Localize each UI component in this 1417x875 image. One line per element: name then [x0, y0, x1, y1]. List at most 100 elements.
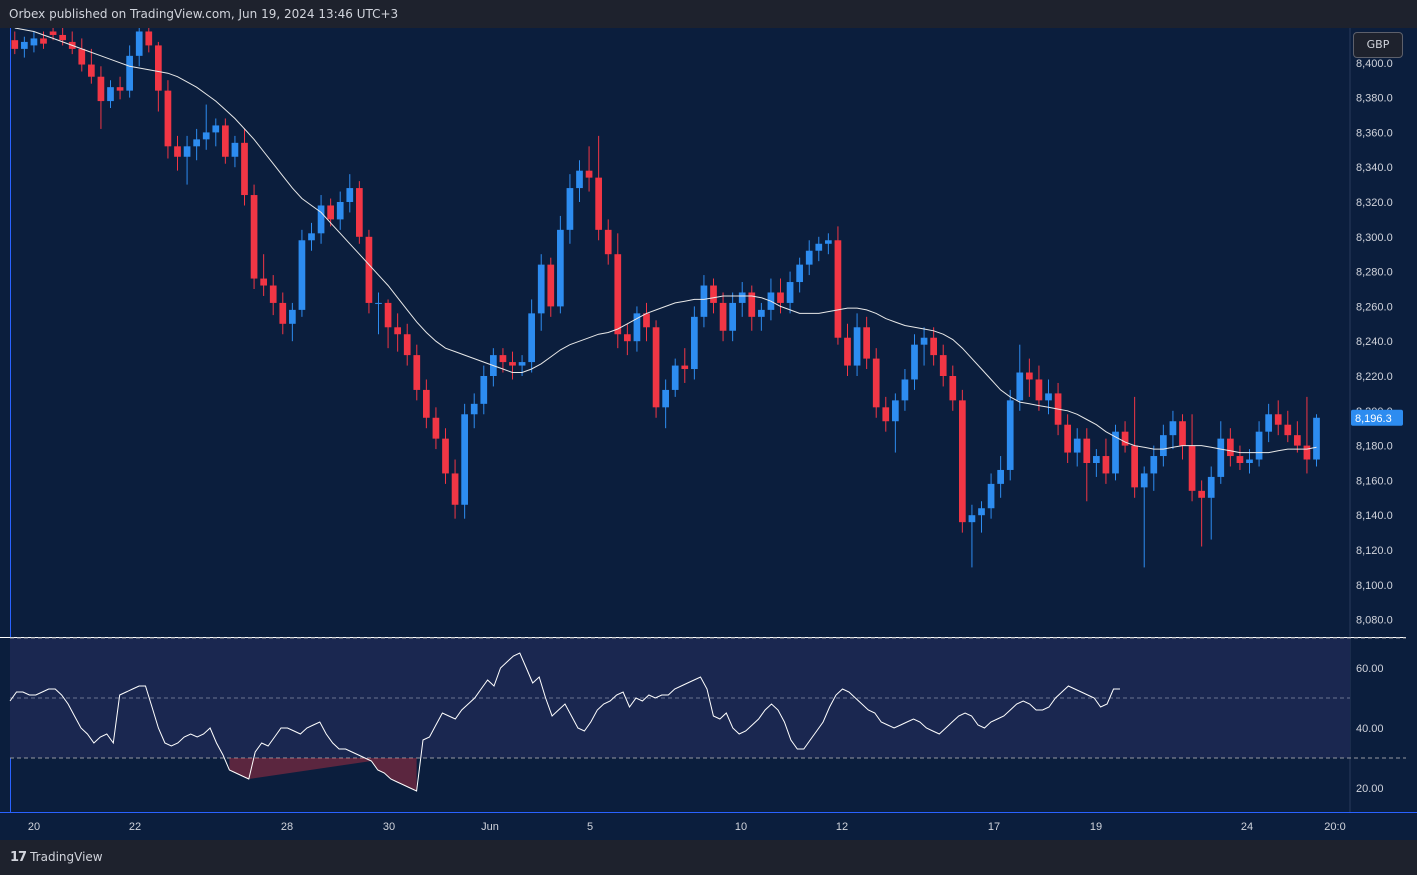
candle-up — [1313, 417, 1320, 460]
price-tick-label: 8,160.0 — [1356, 475, 1393, 487]
candle-down — [1083, 438, 1091, 463]
candle-down — [844, 337, 851, 366]
candle-up — [298, 240, 306, 310]
candle-up — [375, 302, 382, 304]
candles — [11, 28, 1320, 568]
candle-up — [135, 31, 143, 56]
time-tick-label: 22 — [129, 821, 141, 833]
candle-down — [222, 125, 229, 157]
candle-down — [1198, 490, 1205, 498]
candle-down — [652, 327, 660, 408]
candle-down — [423, 389, 430, 418]
candle-down — [643, 313, 650, 328]
candle-up — [537, 264, 545, 314]
candle-up — [289, 309, 296, 324]
candle-up — [1140, 473, 1148, 488]
publisher-text: Orbex published on TradingView.com, Jun … — [9, 7, 399, 21]
candle-up — [815, 243, 823, 251]
candle-up — [30, 38, 38, 46]
candle-down — [1131, 445, 1138, 488]
candle-down — [872, 358, 880, 408]
tradingview-logo[interactable]: 17 TradingView — [10, 850, 103, 865]
candle-up — [892, 400, 899, 422]
candle-down — [1188, 445, 1196, 491]
rsi-tick-label: 20.00 — [1356, 783, 1384, 795]
time-tick-label: 17 — [988, 821, 1000, 833]
rsi-tick-label: 40.00 — [1356, 723, 1384, 735]
candle-up — [729, 302, 736, 331]
candle-up — [997, 469, 1004, 484]
candle-down — [748, 292, 756, 317]
candle-up — [1045, 393, 1052, 401]
candle-down — [1035, 379, 1043, 401]
candle-down — [585, 170, 593, 178]
candle-down — [1064, 424, 1071, 453]
candle-up — [671, 365, 679, 390]
candle-up — [308, 233, 315, 241]
price-chart[interactable]: 8,080.0 8,100.0 8,120.0 8,140.0 8,160.0 8,180… — [0, 28, 1417, 840]
candle-up — [1073, 438, 1081, 453]
candle-down — [49, 31, 57, 35]
price-tick-label: 8,080.0 — [1356, 615, 1393, 627]
candle-down — [1284, 424, 1292, 436]
candle-up — [805, 250, 813, 265]
last-price-badge — [1351, 409, 1403, 426]
candle-up — [901, 379, 909, 401]
tradingview-logo-icon: 17 — [10, 850, 27, 865]
candle-down — [863, 327, 870, 359]
candle-up — [1255, 431, 1263, 460]
time-tick-label: 30 — [383, 821, 395, 833]
candle-up — [691, 316, 698, 370]
candle-up — [968, 515, 976, 523]
candle-up — [202, 132, 210, 140]
candle-down — [269, 285, 277, 303]
time-tick-label: 12 — [836, 821, 848, 833]
price-tick-label: 8,120.0 — [1356, 545, 1393, 557]
candle-down — [834, 240, 842, 338]
price-tick-label: 8,140.0 — [1356, 510, 1393, 522]
candle-up — [1217, 438, 1225, 477]
last-price-label: 8,196.3 — [1355, 413, 1392, 425]
candle-down — [432, 417, 440, 439]
candle-down — [1121, 431, 1129, 446]
candle-up — [853, 327, 861, 366]
candle-down — [164, 90, 172, 147]
candle-up — [738, 292, 746, 303]
candle-up — [662, 389, 669, 408]
candle-down — [116, 87, 124, 91]
rsi-tick-label: 60.00 — [1356, 663, 1384, 675]
candle-up — [1112, 431, 1119, 474]
candle-up — [557, 229, 564, 307]
candle-down — [174, 146, 181, 157]
candle-up — [480, 376, 488, 404]
candle-down — [241, 142, 248, 196]
candle-down — [1227, 438, 1234, 457]
candle-down — [59, 34, 66, 41]
candle-down — [1274, 414, 1282, 425]
candle-up — [1207, 476, 1215, 498]
candle-up — [1093, 456, 1100, 463]
candle-down — [97, 76, 105, 102]
candle-up — [576, 170, 583, 189]
candle-down — [939, 355, 947, 376]
rsi-line — [9, 652, 1120, 792]
moving-average-line — [14, 28, 1317, 454]
candle-down — [356, 188, 363, 237]
candle-up — [700, 285, 708, 317]
currency-button[interactable]: GBP — [1353, 32, 1403, 58]
candle-down — [959, 400, 966, 523]
candle-up — [566, 188, 574, 230]
candle-down — [614, 254, 622, 335]
price-tick-label: 8,220.0 — [1356, 371, 1393, 383]
price-tick-label: 8,300.0 — [1356, 232, 1393, 244]
candle-up — [633, 313, 641, 342]
candle-down — [509, 362, 516, 366]
price-tick-label: 8,380.0 — [1356, 93, 1393, 105]
candle-down — [384, 302, 392, 328]
rsi-band — [10, 638, 1350, 758]
candle-down — [1303, 445, 1311, 460]
price-tick-label: 8,280.0 — [1356, 267, 1393, 279]
candle-down — [145, 31, 153, 46]
price-tick-label: 8,400.0 — [1356, 58, 1393, 70]
candle-up — [107, 87, 114, 102]
